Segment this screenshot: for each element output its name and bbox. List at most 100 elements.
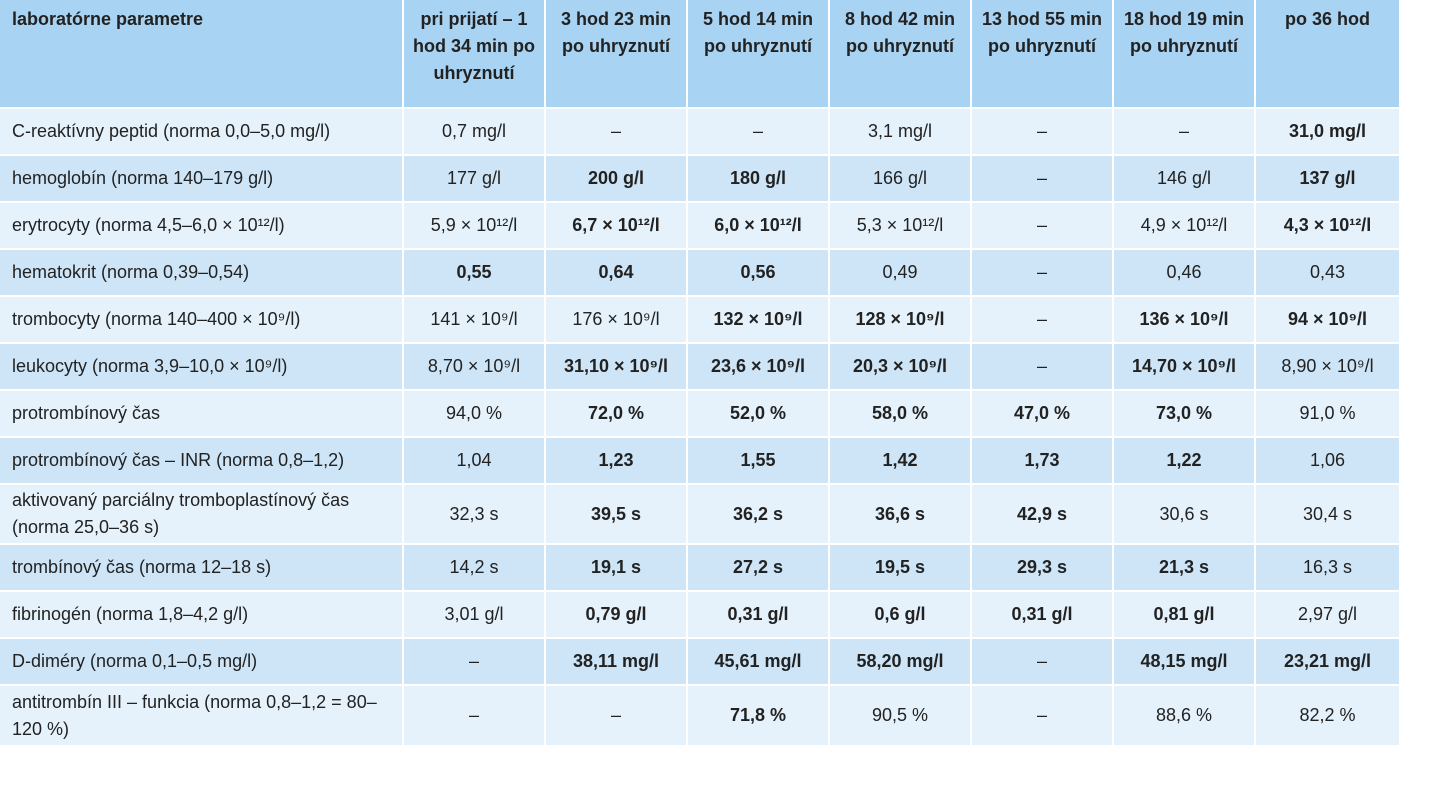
table-cell: 3,1 mg/l	[829, 107, 972, 155]
table-cell: 1,23	[545, 436, 688, 484]
table-cell: 58,20 mg/l	[829, 637, 972, 685]
table-cell: 19,5 s	[829, 543, 972, 591]
row-label: protrombínový čas	[0, 389, 404, 437]
table-cell: 91,0 %	[1255, 389, 1401, 437]
table-cell: 45,61 mg/l	[687, 637, 830, 685]
table-cell: 137 g/l	[1255, 154, 1401, 202]
table-row: protrombínový čas 94,0 % 72,0 % 52,0 % 58,0 …	[0, 389, 1401, 437]
table-row: antitrombín III – funkcia (norma 0,8–1,2…	[0, 684, 1401, 745]
table-row: aktivovaný parciálny tromboplastínový ča…	[0, 483, 1401, 544]
header-18h: 18 hod 19 min po uhryznutí	[1113, 0, 1256, 108]
lab-results-table: laboratórne parametre pri prijatí – 1 ho…	[0, 0, 1401, 745]
table-cell: 31,10 × 10⁹/l	[545, 342, 688, 390]
row-label: protrombínový čas – INR (norma 0,8–1,2)	[0, 436, 404, 484]
table-cell: 176 × 10⁹/l	[545, 295, 688, 343]
table-row: hemoglobín (norma 140–179 g/l) 177 g/l 200…	[0, 154, 1401, 202]
table-cell: 3,01 g/l	[403, 590, 546, 638]
table-cell: 21,3 s	[1113, 543, 1256, 591]
table-row: erytrocyty (norma 4,5–6,0 × 10¹²/l) 5,9 ×…	[0, 201, 1401, 249]
table-cell: –	[971, 684, 1114, 745]
header-36h: po 36 hod	[1255, 0, 1401, 108]
row-label: aktivovaný parciálny tromboplastínový ča…	[0, 483, 404, 544]
row-label: fibrinogén (norma 1,8–4,2 g/l)	[0, 590, 404, 638]
table-cell: 128 × 10⁹/l	[829, 295, 972, 343]
table-cell: 14,2 s	[403, 543, 546, 591]
table-cell: 1,22	[1113, 436, 1256, 484]
table-cell: 94,0 %	[403, 389, 546, 437]
row-label: D-diméry (norma 0,1–0,5 mg/l)	[0, 637, 404, 685]
row-label: hemoglobín (norma 140–179 g/l)	[0, 154, 404, 202]
table-cell: 42,9 s	[971, 483, 1114, 544]
table-cell: 36,6 s	[829, 483, 972, 544]
table-cell: 16,3 s	[1255, 543, 1401, 591]
table-cell: 1,55	[687, 436, 830, 484]
header-5h: 5 hod 14 min po uhryznutí	[687, 0, 830, 108]
table-cell: 0,6 g/l	[829, 590, 972, 638]
row-label: trombínový čas (norma 12–18 s)	[0, 543, 404, 591]
table-cell: 23,21 mg/l	[1255, 637, 1401, 685]
table-cell: 146 g/l	[1113, 154, 1256, 202]
table-cell: 58,0 %	[829, 389, 972, 437]
table-cell: 29,3 s	[971, 543, 1114, 591]
table-cell: 6,0 × 10¹²/l	[687, 201, 830, 249]
table-cell: 52,0 %	[687, 389, 830, 437]
table-cell: 14,70 × 10⁹/l	[1113, 342, 1256, 390]
table-cell: –	[971, 248, 1114, 296]
table-cell: 0,64	[545, 248, 688, 296]
table-cell: 0,46	[1113, 248, 1256, 296]
table-cell: 30,6 s	[1113, 483, 1256, 544]
table-cell: 36,2 s	[687, 483, 830, 544]
header-parameter: laboratórne parametre	[0, 0, 404, 108]
table-cell: 19,1 s	[545, 543, 688, 591]
row-label: leukocyty (norma 3,9–10,0 × 10⁹/l)	[0, 342, 404, 390]
table-row: D-diméry (norma 0,1–0,5 mg/l) –38,11 mg/l…	[0, 637, 1401, 685]
table-cell: 0,31 g/l	[971, 590, 1114, 638]
table-row: hematokrit (norma 0,39–0,54) 0,55 0,64 0,56…	[0, 248, 1401, 296]
table-cell: 0,49	[829, 248, 972, 296]
table-cell: 0,55	[403, 248, 546, 296]
table-cell: 39,5 s	[545, 483, 688, 544]
header-13h: 13 hod 55 min po uhryznutí	[971, 0, 1114, 108]
table-cell: 94 × 10⁹/l	[1255, 295, 1401, 343]
table-cell: –	[1113, 107, 1256, 155]
table-cell: 47,0 %	[971, 389, 1114, 437]
table-cell: 32,3 s	[403, 483, 546, 544]
table-cell: 5,9 × 10¹²/l	[403, 201, 546, 249]
table-cell: 8,70 × 10⁹/l	[403, 342, 546, 390]
table-cell: 20,3 × 10⁹/l	[829, 342, 972, 390]
table-cell: 8,90 × 10⁹/l	[1255, 342, 1401, 390]
table-cell: –	[971, 154, 1114, 202]
header-admission: pri prijatí – 1 hod 34 min po uhryznutí	[403, 0, 546, 108]
table-cell: 23,6 × 10⁹/l	[687, 342, 830, 390]
table-row: trombínový čas (norma 12–18 s) 14,2 s 19,1…	[0, 543, 1401, 591]
table-cell: –	[545, 107, 688, 155]
table-cell: 177 g/l	[403, 154, 546, 202]
table-cell: 0,7 mg/l	[403, 107, 546, 155]
table-cell: –	[971, 295, 1114, 343]
table-cell: 1,73	[971, 436, 1114, 484]
row-label: antitrombín III – funkcia (norma 0,8–1,2…	[0, 684, 404, 745]
table-cell: 30,4 s	[1255, 483, 1401, 544]
table-cell: 136 × 10⁹/l	[1113, 295, 1256, 343]
table-cell: 88,6 %	[1113, 684, 1256, 745]
table-cell: 200 g/l	[545, 154, 688, 202]
table-cell: 5,3 × 10¹²/l	[829, 201, 972, 249]
table-cell: 0,79 g/l	[545, 590, 688, 638]
table-cell: 48,15 mg/l	[1113, 637, 1256, 685]
header-3h: 3 hod 23 min po uhryznutí	[545, 0, 688, 108]
table-cell: 4,9 × 10¹²/l	[1113, 201, 1256, 249]
table-cell: –	[971, 107, 1114, 155]
table-row: fibrinogén (norma 1,8–4,2 g/l) 3,01 g/l 0,…	[0, 590, 1401, 638]
table-cell: 141 × 10⁹/l	[403, 295, 546, 343]
row-label: hematokrit (norma 0,39–0,54)	[0, 248, 404, 296]
table-cell: 73,0 %	[1113, 389, 1256, 437]
table-cell: –	[403, 684, 546, 745]
table-cell: 0,56	[687, 248, 830, 296]
table-cell: 6,7 × 10¹²/l	[545, 201, 688, 249]
table-row: trombocyty (norma 140–400 × 10⁹/l) 141 × …	[0, 295, 1401, 343]
table-row: leukocyty (norma 3,9–10,0 × 10⁹/l) 8,70 ×…	[0, 342, 1401, 390]
table-header: laboratórne parametre pri prijatí – 1 ho…	[0, 0, 1401, 108]
table-cell: –	[971, 201, 1114, 249]
table-cell: 166 g/l	[829, 154, 972, 202]
table-cell: 180 g/l	[687, 154, 830, 202]
